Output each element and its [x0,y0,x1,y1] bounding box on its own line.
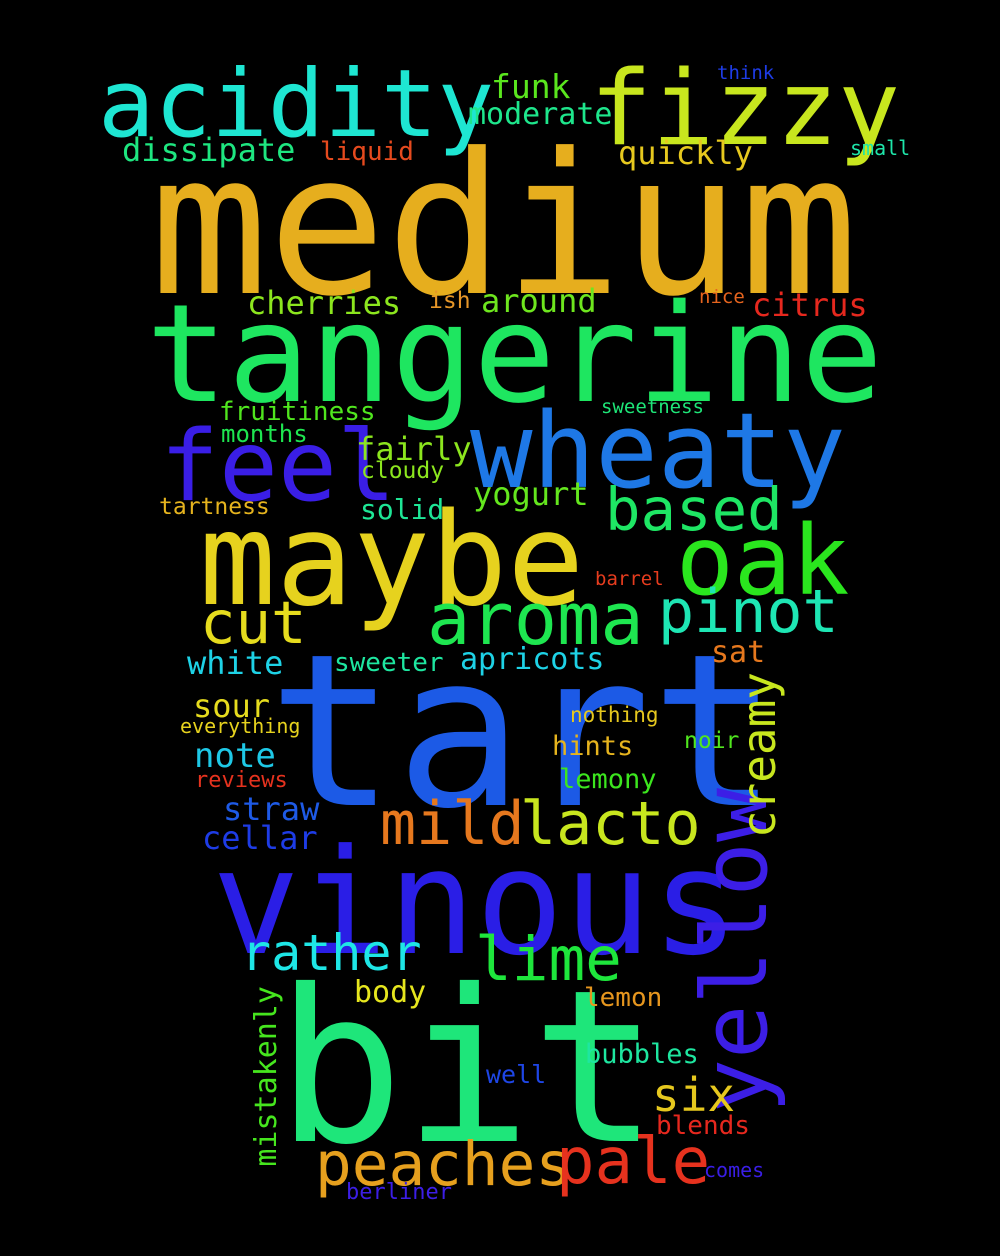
word-nothing: nothing [570,703,659,727]
word-note: note [194,736,276,776]
word-ish: ish [429,288,471,314]
word-wheaty: wheaty [470,390,846,512]
word-bubbles: bubbles [585,1039,699,1070]
word-liquid: liquid [320,137,414,167]
word-feel: feel [160,410,397,524]
word-peaches: peaches [315,1129,573,1200]
word-lemon: lemon [584,983,663,1013]
word-aroma: aroma [427,577,644,661]
word-small: small [850,136,911,160]
word-mistakenly: mistakenly [249,986,284,1167]
word-oak: oak [676,505,850,617]
word-well: well [486,1060,547,1089]
word-sour: sour [193,687,271,725]
word-six: six [652,1068,736,1122]
word-lemony: lemony [559,764,657,795]
word-cherries: cherries [247,284,402,322]
word-solid: solid [360,493,445,526]
word-funk: funk [491,67,571,106]
word-cloudy: cloudy [361,458,445,484]
word-sweetness: sweetness [601,396,704,418]
word-noir: noir [684,728,740,754]
word-mild: mild [380,789,525,859]
word-vinous: vinous [212,818,740,988]
word-medium: medium [150,112,859,340]
word-around: around [481,282,597,320]
word-tartness: tartness [159,494,270,520]
word-comes: comes [704,1158,765,1182]
word-think: think [717,62,775,84]
word-quickly: quickly [618,134,753,172]
word-everything: everything [180,714,301,738]
word-nice: nice [699,286,745,308]
word-pinot: pinot [658,577,839,647]
word-body: body [354,975,427,1010]
word-berliner: berliner [346,1180,452,1205]
word-dissipate: dissipate [122,131,296,169]
word-tangerine: tangerine [146,276,883,434]
word-fairly: fairly [356,430,472,468]
word-lacto: lacto [520,789,701,859]
word-sat: sat [711,635,766,670]
word-maybe: maybe [199,486,585,635]
word-acidity: acidity [98,50,495,159]
word-apricots: apricots [460,642,605,677]
word-reviews: reviews [195,768,288,793]
word-fruitiness: fruitiness [219,397,376,427]
word-bit: bit [276,944,659,1191]
word-white: white [187,644,284,682]
word-moderate: moderate [468,97,613,132]
word-based: based [605,475,783,544]
word-cellar: cellar [202,819,318,857]
word-rather: rather [241,924,422,982]
word-fizzy: fizzy [590,49,901,169]
word-citrus: citrus [752,286,868,324]
word-sweeter: sweeter [334,648,444,678]
word-pale: pale [556,1125,711,1199]
word-months: months [221,420,308,448]
word-yogurt: yogurt [473,475,589,513]
word-tart: tart [268,608,779,855]
word-creamy: creamy [732,672,786,839]
word-hints: hints [552,731,634,762]
word-straw: straw [223,790,320,828]
word-barrel: barrel [595,568,664,590]
word-blends: blends [656,1111,750,1141]
word-lime: lime [475,924,622,995]
word-cut: cut [200,588,307,657]
